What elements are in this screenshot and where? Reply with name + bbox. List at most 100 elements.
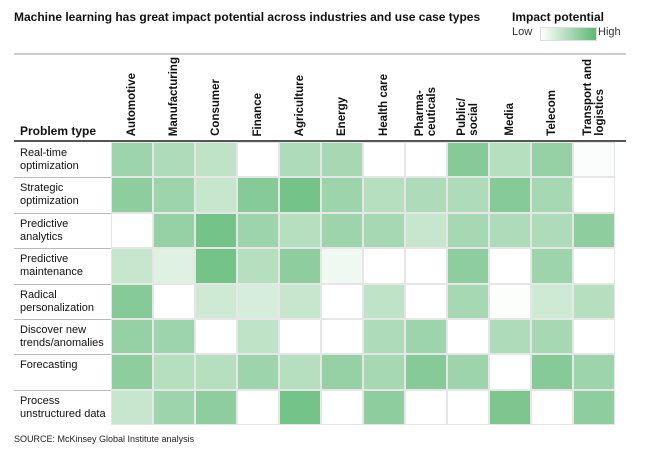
heatmap-cell	[573, 389, 615, 426]
heatmap-cell	[531, 319, 573, 355]
heatmap-cell	[573, 212, 615, 249]
heatmap-cell	[573, 319, 615, 355]
heatmap-cell	[321, 212, 363, 249]
heatmap-cell	[405, 283, 447, 319]
row-divider	[14, 354, 111, 356]
heatmap-cell	[153, 319, 195, 355]
row-divider	[14, 389, 111, 391]
column-label: Public/ social	[456, 98, 480, 136]
heatmap-cell	[237, 354, 279, 390]
heatmap-cell	[531, 283, 573, 319]
heatmap-cell	[363, 319, 405, 355]
heatmap-cell	[111, 212, 153, 249]
heatmap-cell	[489, 319, 531, 355]
heatmap-cell	[405, 177, 447, 213]
heatmap-cell	[531, 354, 573, 390]
heatmap-cell	[279, 212, 321, 249]
heatmap-cell	[153, 354, 195, 390]
heatmap-cell	[405, 354, 447, 390]
heatmap-cell	[531, 212, 573, 249]
source-note: SOURCE: McKinsey Global Institute analys…	[14, 434, 195, 444]
heatmap-cell	[321, 389, 363, 426]
heatmap-cell	[195, 212, 237, 249]
heatmap-cell	[447, 389, 489, 426]
heatmap-cell	[111, 177, 153, 213]
heatmap-cell	[405, 212, 447, 249]
legend-high-label: High	[598, 26, 621, 38]
heatmap-cell	[111, 389, 153, 426]
heatmap-cell	[489, 177, 531, 213]
heatmap-cell	[279, 319, 321, 355]
heatmap-cell	[237, 248, 279, 284]
heatmap-cell	[489, 389, 531, 426]
column-label: Automotive	[126, 72, 138, 136]
heatmap-cell	[111, 248, 153, 284]
heatmap-cell	[447, 212, 489, 249]
heatmap-cell	[363, 212, 405, 249]
row-divider	[14, 177, 111, 179]
column-label: Health care	[378, 73, 390, 136]
heatmap-cell	[489, 142, 531, 178]
row-label: Predictive maintenance	[20, 253, 83, 279]
heatmap-cell	[237, 283, 279, 319]
legend-low-label: Low	[512, 26, 533, 38]
heatmap-cell	[111, 283, 153, 319]
column-label: Finance	[252, 92, 264, 136]
heatmap-cell	[195, 389, 237, 426]
heatmap-cell	[111, 354, 153, 390]
heatmap-cell	[363, 177, 405, 213]
heatmap-cell	[321, 354, 363, 390]
heatmap-cell	[489, 354, 531, 390]
heatmap-cell	[237, 212, 279, 249]
row-divider	[14, 283, 111, 285]
column-label: Media	[504, 103, 516, 136]
heatmap-cell	[279, 177, 321, 213]
heatmap-cell	[279, 389, 321, 426]
heatmap-cell	[405, 319, 447, 355]
heatmap-cell	[363, 354, 405, 390]
heatmap-cell	[405, 142, 447, 178]
heatmap-cell	[321, 142, 363, 178]
row-header: Problem type	[20, 124, 97, 138]
heatmap-cell	[573, 283, 615, 319]
heatmap-cell	[195, 177, 237, 213]
heatmap-cell	[279, 142, 321, 178]
heatmap-cell	[405, 248, 447, 284]
row-label: Strategic optimization	[20, 182, 79, 208]
heatmap-cell	[195, 142, 237, 178]
heatmap-cell	[447, 354, 489, 390]
row-divider	[14, 212, 111, 214]
heatmap-cell	[573, 177, 615, 213]
heatmap-cell	[321, 177, 363, 213]
heatmap-cell	[279, 283, 321, 319]
heatmap-cell	[153, 248, 195, 284]
row-divider	[14, 248, 111, 250]
column-label: Consumer	[210, 79, 222, 136]
heatmap-cell	[489, 212, 531, 249]
row-label: Forecasting	[20, 359, 78, 372]
heatmap-cell	[195, 319, 237, 355]
heatmap-cell	[573, 142, 615, 178]
heatmap-cell	[531, 389, 573, 426]
heatmap-cell	[447, 248, 489, 284]
heatmap-cell	[111, 142, 153, 178]
heatmap-cell	[447, 177, 489, 213]
column-label: Pharma- ceuticals	[414, 86, 438, 136]
heatmap-cell	[531, 142, 573, 178]
heatmap-cell	[153, 142, 195, 178]
heatmap-cell	[489, 283, 531, 319]
heatmap-cell	[363, 142, 405, 178]
heatmap-cell	[195, 248, 237, 284]
row-label: Predictive analytics	[20, 217, 69, 243]
row-label: Discover new trends/anomalies	[20, 324, 104, 349]
legend-gradient	[540, 27, 597, 41]
heatmap-cell	[363, 283, 405, 319]
column-label: Agriculture	[294, 74, 306, 136]
heatmap-cell	[363, 248, 405, 284]
heatmap-cell	[237, 177, 279, 213]
heatmap-cell	[573, 248, 615, 284]
divider	[14, 53, 626, 55]
column-label: Energy	[336, 97, 348, 136]
row-divider	[14, 319, 111, 320]
